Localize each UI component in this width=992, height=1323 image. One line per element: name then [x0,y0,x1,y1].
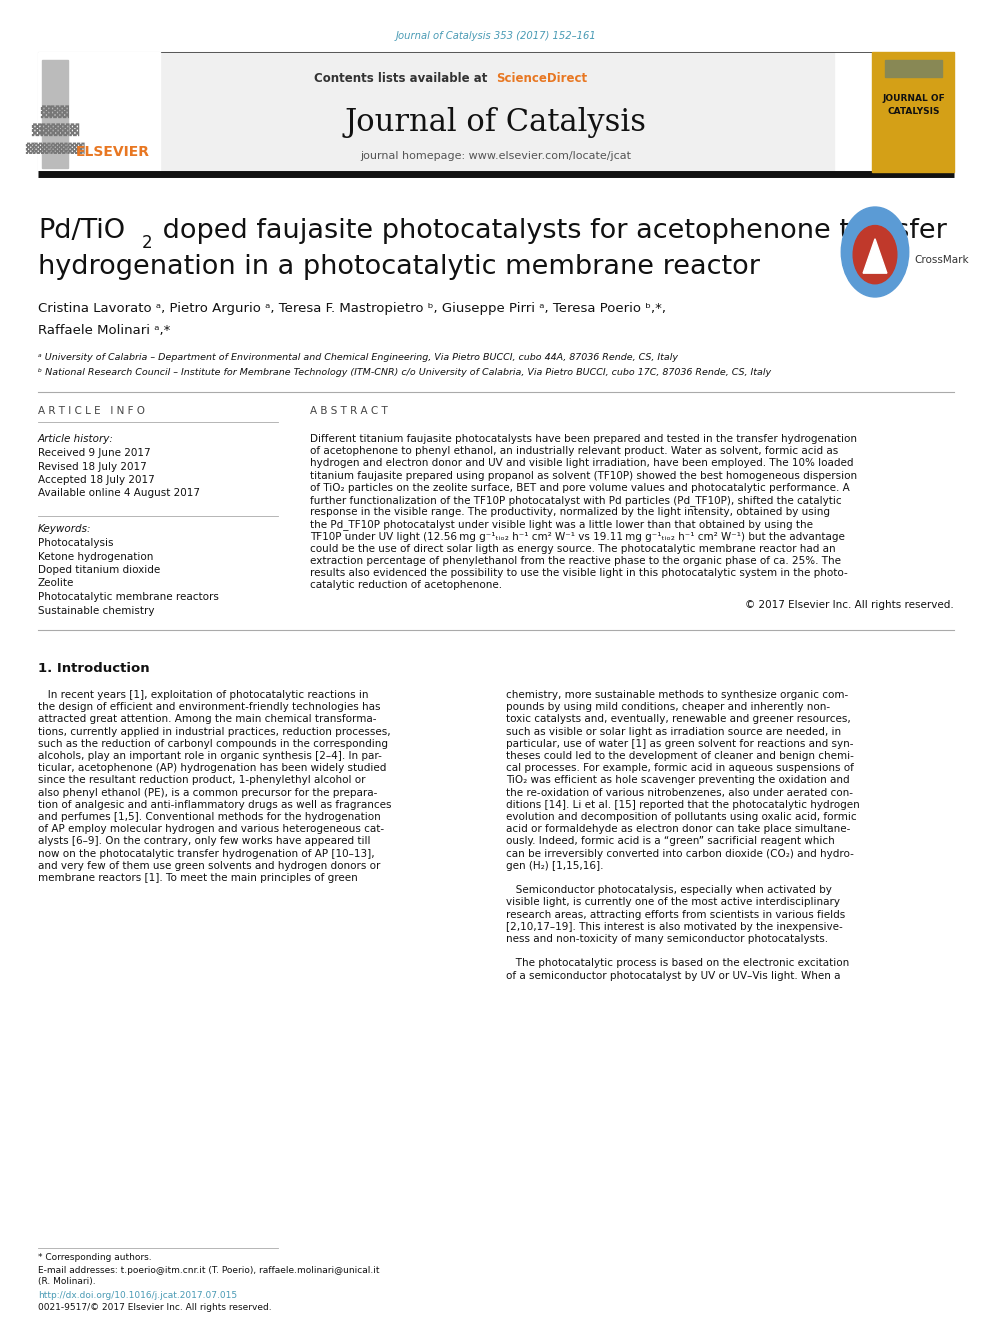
Text: ▓▓▓▓▓▓▓: ▓▓▓▓▓▓▓ [25,143,84,153]
Text: journal homepage: www.elsevier.com/locate/jcat: journal homepage: www.elsevier.com/locat… [360,151,632,161]
Text: 1. Introduction: 1. Introduction [38,662,150,675]
Polygon shape [863,238,887,273]
Text: and very few of them use green solvents and hydrogen donors or: and very few of them use green solvents … [38,861,380,871]
Text: toxic catalysts and, eventually, renewable and greener resources,: toxic catalysts and, eventually, renewab… [506,714,851,725]
Text: gen (H₂) [1,15,16].: gen (H₂) [1,15,16]. [506,861,603,871]
Text: particular, use of water [1] as green solvent for reactions and syn-: particular, use of water [1] as green so… [506,738,853,749]
Text: Contents lists available at: Contents lists available at [314,71,496,85]
Text: of acetophenone to phenyl ethanol, an industrially relevant product. Water as so: of acetophenone to phenyl ethanol, an in… [310,446,838,456]
Text: Photocatalysis: Photocatalysis [38,538,113,548]
Circle shape [841,206,909,296]
Text: Revised 18 July 2017: Revised 18 July 2017 [38,462,147,471]
Text: ness and non-toxicity of many semiconductor photocatalysts.: ness and non-toxicity of many semiconduc… [506,934,828,945]
Text: http://dx.doi.org/10.1016/j.jcat.2017.07.015: http://dx.doi.org/10.1016/j.jcat.2017.07… [38,1291,237,1301]
Text: Received 9 June 2017: Received 9 June 2017 [38,448,151,458]
Bar [885,60,942,77]
Text: The photocatalytic process is based on the electronic excitation: The photocatalytic process is based on t… [506,958,849,968]
Text: research areas, attracting efforts from scientists in various fields: research areas, attracting efforts from … [506,910,845,919]
Text: response in the visible range. The productivity, normalized by the light intensi: response in the visible range. The produ… [310,507,830,517]
Text: 2: 2 [142,234,153,251]
Text: CrossMark: CrossMark [915,255,969,265]
Text: Journal of Catalysis 353 (2017) 152–161: Journal of Catalysis 353 (2017) 152–161 [396,30,596,41]
Text: attracted great attention. Among the main chemical transforma-: attracted great attention. Among the mai… [38,714,377,725]
Text: titanium faujasite prepared using propanol as solvent (TF10P) showed the best ho: titanium faujasite prepared using propan… [310,471,857,480]
Text: Sustainable chemistry: Sustainable chemistry [38,606,155,615]
Text: ScienceDirect: ScienceDirect [496,71,587,85]
Text: TF10P under UV light (12.56 mg g⁻¹ₜᵢₒ₂ h⁻¹ cm² W⁻¹ vs 19.11 mg g⁻¹ₜᵢₒ₂ h⁻¹ cm² W: TF10P under UV light (12.56 mg g⁻¹ₜᵢₒ₂ h… [310,532,845,541]
Text: theses could led to the development of cleaner and benign chemi-: theses could led to the development of c… [506,751,854,761]
Text: since the resultant reduction product, 1-phenylethyl alcohol or: since the resultant reduction product, 1… [38,775,365,786]
Text: ticular, acetophenone (AP) hydrogenation has been widely studied: ticular, acetophenone (AP) hydrogenation… [38,763,386,773]
Bar [42,60,68,168]
Text: E-mail addresses: t.poerio@itm.cnr.it (T. Poerio), raffaele.molinari@unical.it: E-mail addresses: t.poerio@itm.cnr.it (T… [38,1266,380,1275]
Text: could be the use of direct solar ligth as energy source. The photocatalytic memb: could be the use of direct solar ligth a… [310,544,835,554]
Text: Keywords:: Keywords: [38,524,91,534]
Text: Article history:: Article history: [38,434,114,445]
Text: of TiO₂ particles on the zeolite surface, BET and pore volume values and photoca: of TiO₂ particles on the zeolite surface… [310,483,850,492]
Text: A B S T R A C T: A B S T R A C T [310,406,388,415]
Text: ELSEVIER: ELSEVIER [76,146,150,159]
Text: pounds by using mild conditions, cheaper and inherently non-: pounds by using mild conditions, cheaper… [506,703,830,712]
Text: results also evidenced the possibility to use the visible light in this photocat: results also evidenced the possibility t… [310,568,848,578]
Text: alysts [6–9]. On the contrary, only few works have appeared till: alysts [6–9]. On the contrary, only few … [38,836,370,847]
Text: 0021-9517/© 2017 Elsevier Inc. All rights reserved.: 0021-9517/© 2017 Elsevier Inc. All right… [38,1303,272,1312]
Text: TiO₂ was efficient as hole scavenger preventing the oxidation and: TiO₂ was efficient as hole scavenger pre… [506,775,849,786]
Text: also phenyl ethanol (PE), is a common precursor for the prepara-: also phenyl ethanol (PE), is a common pr… [38,787,377,798]
Text: of AP employ molecular hydrogen and various heterogeneous cat-: of AP employ molecular hydrogen and vari… [38,824,384,835]
Bar [38,52,160,172]
Text: A R T I C L E   I N F O: A R T I C L E I N F O [38,406,145,415]
Text: tion of analgesic and anti-inflammatory drugs as well as fragrances: tion of analgesic and anti-inflammatory … [38,800,392,810]
Text: membrane reactors [1]. To meet the main principles of green: membrane reactors [1]. To meet the main … [38,873,358,882]
Text: Journal of Catalysis: Journal of Catalysis [345,106,647,138]
Text: Semiconductor photocatalysis, especially when activated by: Semiconductor photocatalysis, especially… [506,885,832,896]
Text: further functionalization of the TF10P photocatalyst with Pd particles (Pd_TF10P: further functionalization of the TF10P p… [310,495,841,505]
Text: * Corresponding authors.: * Corresponding authors. [38,1253,152,1262]
Text: Accepted 18 July 2017: Accepted 18 July 2017 [38,475,155,486]
Text: (R. Molinari).: (R. Molinari). [38,1277,95,1286]
Text: catalytic reduction of acetophenone.: catalytic reduction of acetophenone. [310,581,502,590]
Text: cal processes. For example, formic acid in aqueous suspensions of: cal processes. For example, formic acid … [506,763,854,773]
Text: Different titanium faujasite photocatalysts have been prepared and tested in the: Different titanium faujasite photocataly… [310,434,857,445]
Text: of a semiconductor photocatalyst by UV or UV–Vis light. When a: of a semiconductor photocatalyst by UV o… [506,971,840,980]
Text: evolution and decomposition of pollutants using oxalic acid, formic: evolution and decomposition of pollutant… [506,812,857,822]
Text: Pd/TiO: Pd/TiO [38,218,125,243]
Text: the design of efficient and environment-friendly technologies has: the design of efficient and environment-… [38,703,381,712]
Text: extraction percentage of phenylethanol from the reactive phase to the organic ph: extraction percentage of phenylethanol f… [310,556,841,566]
Text: Zeolite: Zeolite [38,578,74,589]
Text: In recent years [1], exploitation of photocatalytic reactions in: In recent years [1], exploitation of pho… [38,691,368,700]
Text: ᵃ University of Calabria – Department of Environmental and Chemical Engineering,: ᵃ University of Calabria – Department of… [38,353,678,363]
Text: Photocatalytic membrane reactors: Photocatalytic membrane reactors [38,591,219,602]
Text: and perfumes [1,5]. Conventional methods for the hydrogenation: and perfumes [1,5]. Conventional methods… [38,812,381,822]
Text: visible light, is currently one of the most active interdisciplinary: visible light, is currently one of the m… [506,897,840,908]
Text: ously. Indeed, formic acid is a “green” sacrificial reagent which: ously. Indeed, formic acid is a “green” … [506,836,834,847]
Text: ▓▓▓: ▓▓▓ [41,106,69,119]
Text: such as visible or solar light as irradiation source are needed, in: such as visible or solar light as irradi… [506,726,841,737]
Circle shape [853,225,897,283]
Text: the Pd_TF10P photocatalyst under visible light was a little lower than that obta: the Pd_TF10P photocatalyst under visible… [310,520,813,531]
Text: ᵇ National Research Council – Institute for Membrane Technology (ITM-CNR) c/o Un: ᵇ National Research Council – Institute … [38,368,771,377]
Text: Available online 4 August 2017: Available online 4 August 2017 [38,488,200,499]
Bar [38,52,834,172]
Text: such as the reduction of carbonyl compounds in the corresponding: such as the reduction of carbonyl compou… [38,738,388,749]
Text: chemistry, more sustainable methods to synthesize organic com-: chemistry, more sustainable methods to s… [506,691,848,700]
Text: now on the photocatalytic transfer hydrogenation of AP [10–13],: now on the photocatalytic transfer hydro… [38,848,375,859]
Text: ditions [14]. Li et al. [15] reported that the photocatalytic hydrogen: ditions [14]. Li et al. [15] reported th… [506,800,860,810]
Text: [2,10,17–19]. This interest is also motivated by the inexpensive-: [2,10,17–19]. This interest is also moti… [506,922,843,931]
Text: © 2017 Elsevier Inc. All rights reserved.: © 2017 Elsevier Inc. All rights reserved… [745,601,954,610]
Text: acid or formaldehyde as electron donor can take place simultane-: acid or formaldehyde as electron donor c… [506,824,850,835]
Text: Doped titanium dioxide: Doped titanium dioxide [38,565,161,576]
Text: ▓▓▓▓▓: ▓▓▓▓▓ [31,123,79,136]
Text: the re-oxidation of various nitrobenzenes, also under aerated con-: the re-oxidation of various nitrobenzene… [506,787,853,798]
Text: doped faujasite photocatalysts for acetophenone transfer: doped faujasite photocatalysts for aceto… [154,218,947,243]
Text: tions, currently applied in industrial practices, reduction processes,: tions, currently applied in industrial p… [38,726,391,737]
Text: Ketone hydrogenation: Ketone hydrogenation [38,552,154,561]
Text: hydrogen and electron donor and UV and visible light irradiation, have been empl: hydrogen and electron donor and UV and v… [310,458,853,468]
Text: JOURNAL OF
CATALYSIS: JOURNAL OF CATALYSIS [883,94,945,115]
Text: alcohols, play an important role in organic synthesis [2–4]. In par-: alcohols, play an important role in orga… [38,751,382,761]
Text: can be irreversibly converted into carbon dioxide (CO₂) and hydro-: can be irreversibly converted into carbo… [506,848,854,859]
Bar [872,52,954,172]
Text: Cristina Lavorato ᵃ, Pietro Argurio ᵃ, Teresa F. Mastropietro ᵇ, Giuseppe Pirri : Cristina Lavorato ᵃ, Pietro Argurio ᵃ, T… [38,302,666,315]
Text: Raffaele Molinari ᵃ,*: Raffaele Molinari ᵃ,* [38,324,171,337]
Text: hydrogenation in a photocatalytic membrane reactor: hydrogenation in a photocatalytic membra… [38,254,760,280]
